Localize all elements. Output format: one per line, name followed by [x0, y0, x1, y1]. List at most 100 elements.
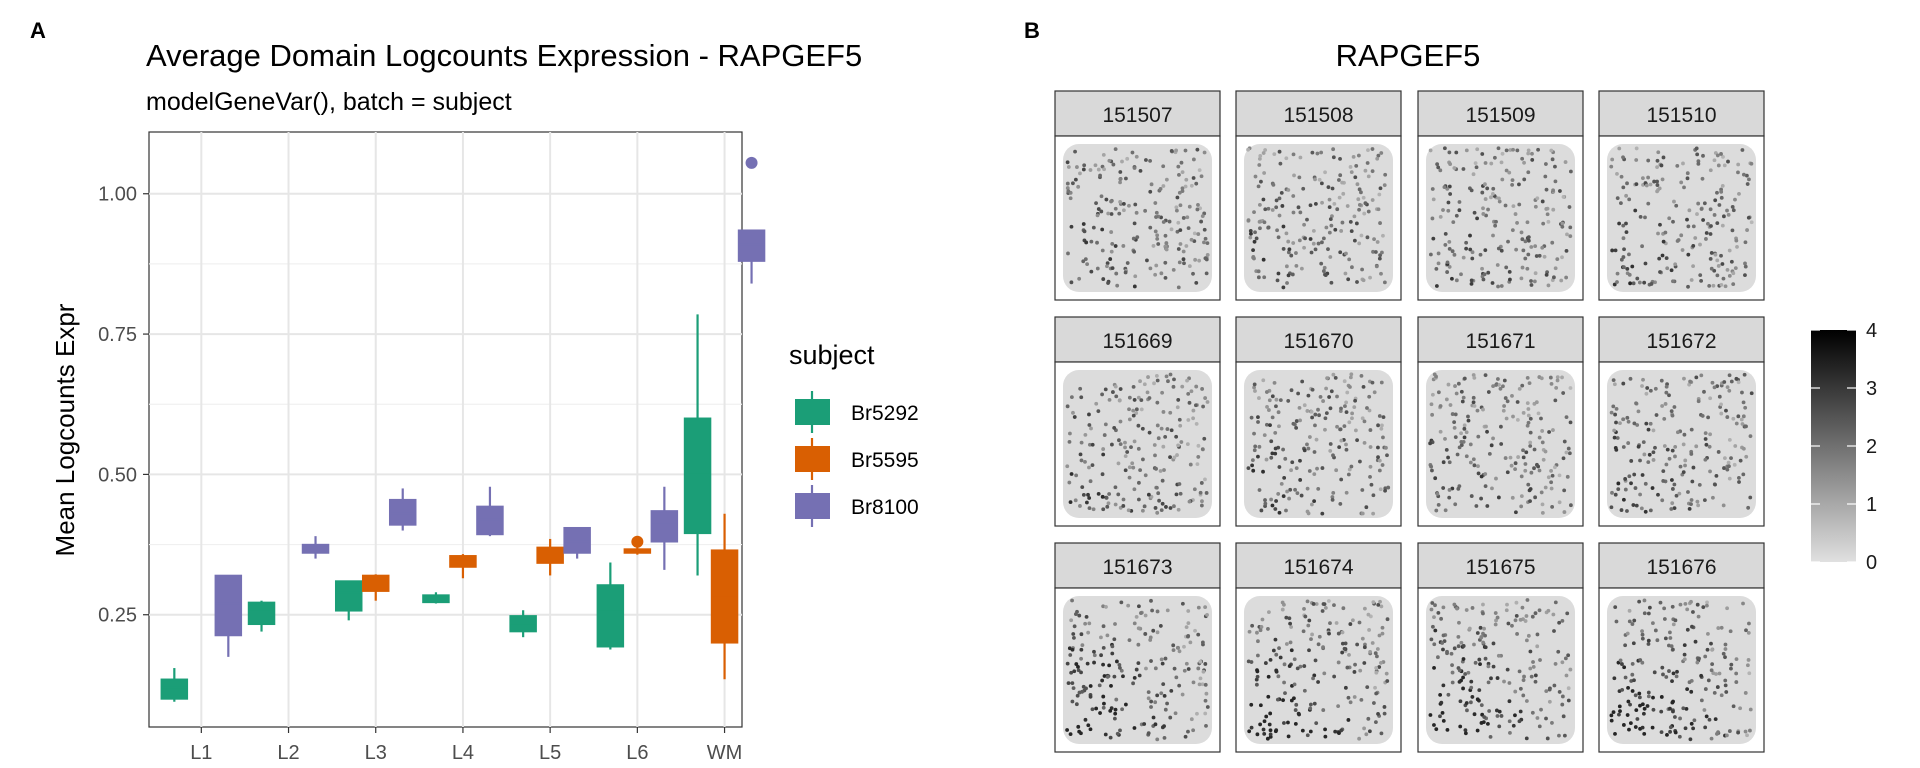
- box-body: [160, 678, 189, 700]
- legend-key: [795, 399, 830, 425]
- facet-strip-label: 151675: [1465, 556, 1535, 579]
- legend-title: subject: [789, 340, 875, 370]
- box-body: [737, 229, 766, 262]
- facet-strip: [1054, 316, 1221, 363]
- outlier-point: [745, 156, 758, 169]
- box-Br5292-L3: [334, 580, 363, 621]
- box-Br5292-L4: [422, 592, 450, 604]
- panel-b-title: RAPGEF5: [1336, 38, 1481, 73]
- x-tick-label: L6: [626, 742, 648, 764]
- spot-cloud: [1246, 146, 1388, 290]
- tissue-section: [1607, 144, 1756, 292]
- box-body: [476, 505, 504, 536]
- x-tick-label: L3: [365, 742, 387, 764]
- colorbar-tick-label: 0: [1866, 552, 1877, 574]
- panel-b-label: B: [1024, 18, 1040, 43]
- panel-a-subtitle: modelGeneVar(), batch = subject: [146, 88, 512, 116]
- facet-151510: 151510: [1598, 90, 1765, 301]
- spot-cloud: [1428, 146, 1573, 289]
- subject-legend: subject Br5292 Br5595 Br8100: [789, 340, 919, 527]
- box-body: [536, 546, 564, 564]
- box-body: [301, 543, 330, 554]
- facet-strip-label: 151670: [1283, 330, 1353, 353]
- box-Br5292-L6: [596, 562, 625, 650]
- tissue-section: [1244, 144, 1393, 292]
- box-body: [214, 574, 243, 637]
- facet-strip-label: 151508: [1283, 104, 1353, 127]
- facet-strip-label: 151674: [1283, 556, 1353, 579]
- box-Br8100-L5: [563, 526, 591, 559]
- outlier-point: [631, 535, 644, 548]
- box-body: [710, 549, 739, 644]
- y-axis: 0.25 0.50 0.75 1.00: [98, 184, 149, 627]
- facet-strip-label: 151507: [1102, 104, 1172, 127]
- x-tick-label: L4: [452, 742, 474, 764]
- spot-cloud: [1609, 372, 1754, 514]
- colorbar-tick-label: 2: [1866, 436, 1877, 458]
- facet-grid: 151507 151508 151509 151510 151669 151670 1516…: [1054, 90, 1765, 753]
- legend-label: Br8100: [851, 496, 919, 519]
- panel-a-label: A: [30, 18, 46, 43]
- box-Br5595-L5: [536, 538, 564, 576]
- facet-151673: 151673: [1054, 542, 1221, 753]
- spot-cloud: [1428, 598, 1573, 741]
- box-body: [247, 601, 276, 626]
- facet-strip-label: 151671: [1465, 330, 1535, 353]
- facet-151509: 151509: [1417, 90, 1584, 301]
- spot-cloud: [1246, 372, 1391, 516]
- legend-key: [795, 493, 830, 519]
- facet-strip: [1235, 316, 1402, 363]
- spot-cloud: [1428, 372, 1573, 515]
- facet-151508: 151508: [1235, 90, 1402, 301]
- spot-cloud: [1246, 599, 1390, 741]
- x-tick-label: WM: [707, 742, 743, 764]
- box-Br5595-L4: [449, 554, 477, 579]
- x-axis: L1 L2 L3 L4 L5 L6 WM: [190, 727, 742, 764]
- y-axis-label: Mean Logcounts Expr: [50, 303, 80, 556]
- tissue-section: [1063, 144, 1212, 292]
- box-Br8100-L2: [301, 536, 330, 559]
- spot-cloud: [1609, 598, 1753, 742]
- box-body: [650, 510, 679, 543]
- box-Br8100-L1: [214, 574, 243, 657]
- panel-a-title: Average Domain Logcounts Expression - RA…: [146, 38, 862, 73]
- tissue-section: [1607, 596, 1756, 744]
- box-series: [160, 156, 766, 702]
- spot-cloud: [1065, 598, 1210, 742]
- box-body: [388, 498, 417, 526]
- facet-151672: 151672: [1598, 316, 1765, 527]
- x-tick-label: L5: [539, 742, 561, 764]
- facet-strip-label: 151673: [1102, 556, 1172, 579]
- box-Br5292-L2: [247, 600, 276, 632]
- box-body: [334, 580, 363, 612]
- box-Br5292-WM: [683, 314, 712, 576]
- facet-151671: 151671: [1417, 316, 1584, 527]
- tissue-section: [1426, 144, 1575, 292]
- y-tick-label: 0.50: [98, 464, 137, 486]
- facet-strip: [1598, 316, 1765, 363]
- legend-label: Br5595: [851, 449, 919, 472]
- box-Br8100-L3: [388, 488, 417, 531]
- box-body: [563, 526, 591, 554]
- facet-strip: [1598, 90, 1765, 137]
- y-tick-label: 0.75: [98, 324, 137, 346]
- facet-strip-label: 151672: [1646, 330, 1716, 353]
- box-Br5595-WM: [710, 513, 739, 680]
- box-body: [683, 417, 712, 535]
- box-Br5595-L6: [623, 535, 652, 555]
- y-tick-label: 0.25: [98, 605, 137, 627]
- box-Br8100-L4: [476, 486, 504, 537]
- colorbar-tick-label: 4: [1866, 320, 1877, 342]
- facet-151675: 151675: [1417, 542, 1584, 753]
- facet-strip-label: 151669: [1102, 330, 1172, 353]
- spot-cloud: [1609, 146, 1754, 289]
- y-tick-label: 1.00: [98, 184, 137, 206]
- facet-151507: 151507: [1054, 90, 1221, 301]
- facet-151670: 151670: [1235, 316, 1402, 527]
- tissue-section: [1063, 370, 1212, 518]
- facet-strip-label: 151509: [1465, 104, 1535, 127]
- spot-cloud: [1065, 147, 1210, 290]
- box-Br5292-L1: [160, 668, 189, 702]
- facet-strip: [1235, 90, 1402, 137]
